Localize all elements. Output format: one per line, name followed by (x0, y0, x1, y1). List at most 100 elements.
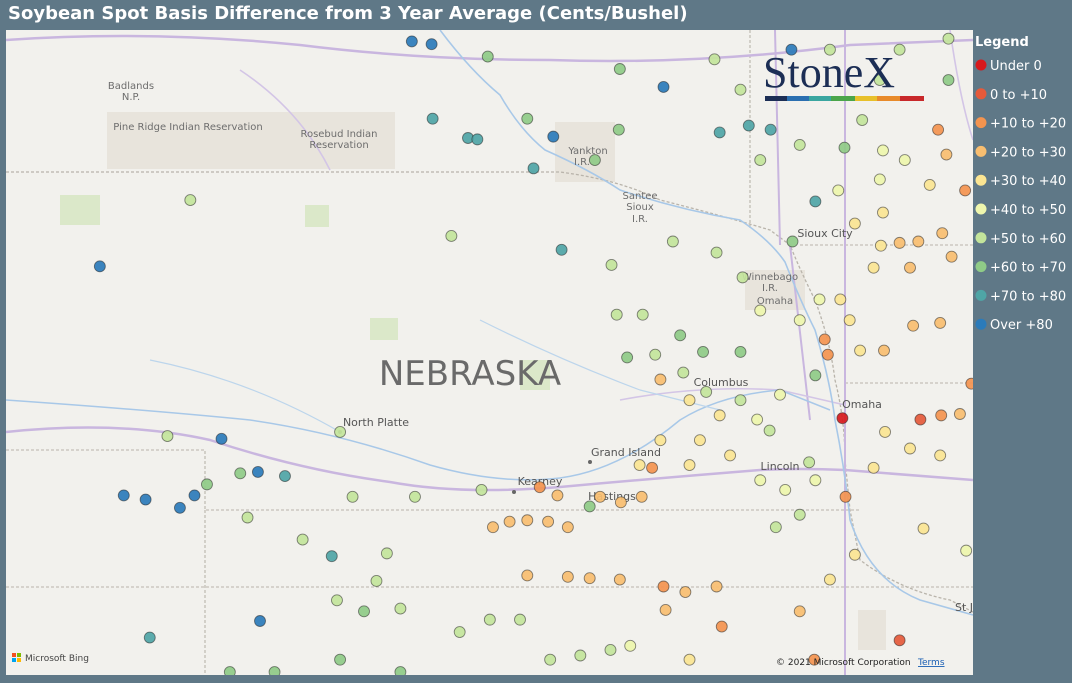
elevator-point[interactable] (279, 470, 291, 483)
elevator-point[interactable] (823, 43, 836, 56)
elevator-point[interactable] (821, 348, 834, 361)
elevator-point[interactable] (932, 123, 945, 136)
elevator-point[interactable] (809, 369, 822, 382)
elevator-point[interactable] (215, 432, 228, 445)
elevator-point[interactable] (614, 496, 627, 509)
elevator-point[interactable] (679, 586, 692, 598)
elevator-point[interactable] (838, 141, 851, 154)
elevator-point[interactable] (674, 329, 687, 342)
elevator-point[interactable] (613, 63, 626, 75)
elevator-point[interactable] (409, 490, 421, 503)
elevator-point[interactable] (610, 308, 623, 321)
elevator-point[interactable] (143, 631, 156, 644)
elevator-point[interactable] (793, 138, 806, 151)
elevator-point[interactable] (809, 195, 822, 208)
elevator-point[interactable] (358, 605, 370, 618)
elevator-point[interactable] (521, 569, 534, 582)
elevator-point[interactable] (808, 653, 821, 666)
elevator-point[interactable] (394, 666, 407, 678)
elevator-point[interactable] (793, 605, 806, 618)
elevator-point[interactable] (793, 508, 806, 521)
elevator-point[interactable] (487, 521, 499, 534)
elevator-point[interactable] (677, 366, 690, 379)
elevator-point[interactable] (836, 412, 849, 425)
elevator-point[interactable] (959, 184, 972, 197)
elevator-point[interactable] (856, 114, 869, 127)
elevator-point[interactable] (898, 154, 911, 167)
elevator-point[interactable] (764, 123, 777, 136)
elevator-point[interactable] (779, 483, 792, 496)
elevator-point[interactable] (713, 409, 726, 422)
elevator-point[interactable] (561, 570, 574, 583)
elevator-point[interactable] (139, 493, 152, 506)
elevator-point[interactable] (965, 377, 977, 390)
elevator-point[interactable] (481, 50, 494, 63)
elevator-point[interactable] (514, 613, 526, 626)
elevator-point[interactable] (763, 424, 776, 437)
elevator-point[interactable] (867, 261, 880, 274)
elevator-point[interactable] (649, 348, 662, 361)
elevator-point[interactable] (475, 483, 488, 496)
elevator-point[interactable] (234, 467, 247, 480)
elevator-point[interactable] (940, 148, 953, 161)
elevator-point[interactable] (654, 434, 667, 447)
elevator-point[interactable] (818, 333, 831, 346)
elevator-point[interactable] (588, 154, 601, 167)
elevator-point[interactable] (583, 572, 596, 585)
elevator-point[interactable] (823, 573, 836, 586)
elevator-point[interactable] (605, 259, 618, 271)
elevator-point[interactable] (708, 53, 721, 66)
elevator-point[interactable] (923, 178, 936, 191)
elevator-point[interactable] (873, 74, 886, 86)
elevator-point[interactable] (893, 43, 906, 56)
elevator-point[interactable] (503, 515, 516, 528)
elevator-point[interactable] (561, 521, 574, 534)
terms-link[interactable]: Terms (917, 658, 945, 668)
elevator-point[interactable] (223, 666, 236, 678)
elevator-point[interactable] (184, 194, 197, 207)
elevator-point[interactable] (953, 408, 966, 420)
elevator-point[interactable] (453, 626, 466, 638)
elevator-point[interactable] (754, 154, 767, 167)
elevator-point[interactable] (657, 80, 670, 93)
elevator-point[interactable] (813, 293, 826, 306)
elevator-point[interactable] (201, 478, 213, 491)
elevator-point[interactable] (583, 500, 596, 513)
elevator-point[interactable] (325, 550, 338, 563)
elevator-point[interactable] (251, 466, 264, 478)
elevator-point[interactable] (754, 474, 767, 487)
elevator-point[interactable] (848, 217, 861, 230)
elevator-point[interactable] (370, 575, 383, 587)
elevator-point[interactable] (683, 459, 696, 472)
elevator-point[interactable] (241, 511, 254, 524)
elevator-point[interactable] (334, 653, 347, 666)
elevator-point[interactable] (904, 442, 916, 455)
elevator-point[interactable] (173, 501, 186, 514)
elevator-point[interactable] (697, 345, 709, 358)
elevator-point[interactable] (893, 236, 906, 249)
elevator-point[interactable] (613, 573, 626, 586)
elevator-point[interactable] (942, 32, 955, 45)
elevator-point[interactable] (666, 235, 679, 248)
elevator-point[interactable] (544, 653, 557, 666)
elevator-point[interactable] (633, 459, 646, 472)
elevator-point[interactable] (934, 316, 947, 329)
elevator-point[interactable] (839, 490, 852, 503)
elevator-point[interactable] (724, 449, 737, 462)
elevator-point[interactable] (874, 239, 887, 252)
elevator-point[interactable] (624, 639, 637, 652)
elevator-point[interactable] (700, 385, 713, 398)
elevator-point[interactable] (527, 162, 540, 175)
elevator-point[interactable] (268, 666, 281, 678)
elevator-point[interactable] (945, 250, 958, 263)
map[interactable]: Badlands N.P. Pine Ridge Indian Reservat… (6, 30, 977, 678)
elevator-point[interactable] (646, 461, 659, 474)
elevator-point[interactable] (471, 133, 484, 146)
elevator-point[interactable] (188, 489, 201, 502)
elevator-point[interactable] (659, 604, 672, 616)
elevator-point[interactable] (834, 293, 847, 306)
elevator-point[interactable] (907, 319, 920, 332)
elevator-point[interactable] (803, 456, 816, 469)
elevator-point[interactable] (734, 345, 747, 358)
elevator-point[interactable] (877, 144, 889, 157)
